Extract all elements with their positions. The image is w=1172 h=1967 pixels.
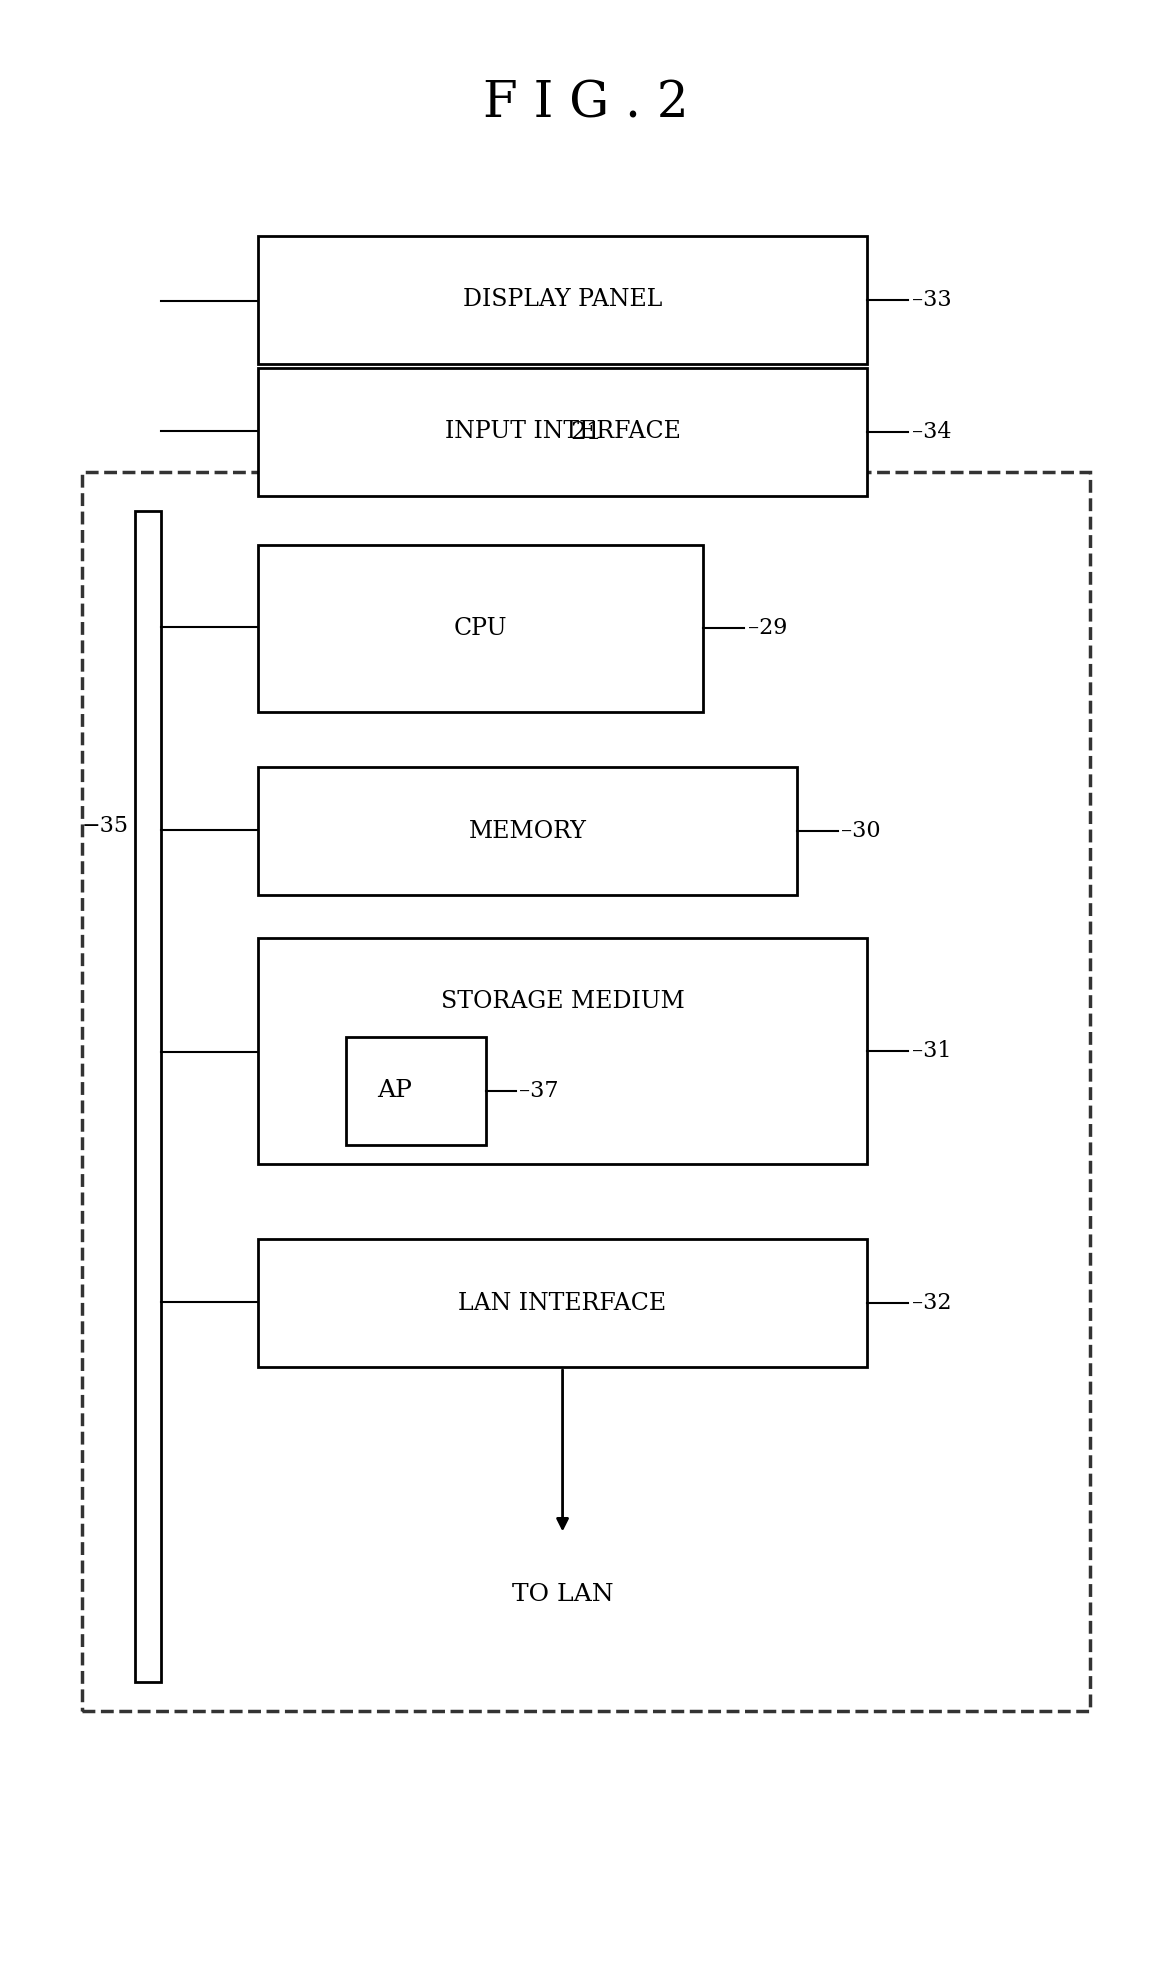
Text: STORAGE MEDIUM: STORAGE MEDIUM xyxy=(441,989,684,1013)
Text: AP: AP xyxy=(377,1080,413,1102)
FancyBboxPatch shape xyxy=(258,1239,867,1367)
Text: –34: –34 xyxy=(912,421,952,443)
Text: –32: –32 xyxy=(912,1292,952,1314)
Text: LAN INTERFACE: LAN INTERFACE xyxy=(458,1292,667,1314)
FancyBboxPatch shape xyxy=(135,511,161,1682)
FancyBboxPatch shape xyxy=(258,368,867,496)
Text: CPU: CPU xyxy=(454,618,507,639)
Text: –33: –33 xyxy=(912,289,952,311)
Text: INPUT INTERFACE: INPUT INTERFACE xyxy=(444,421,681,443)
Text: –31: –31 xyxy=(912,1041,952,1062)
Text: MEMORY: MEMORY xyxy=(469,820,586,842)
Text: −35: −35 xyxy=(82,814,129,838)
FancyBboxPatch shape xyxy=(258,545,703,712)
Text: F I G . 2: F I G . 2 xyxy=(483,79,689,128)
FancyBboxPatch shape xyxy=(258,767,797,895)
FancyBboxPatch shape xyxy=(258,938,867,1164)
Text: TO LAN: TO LAN xyxy=(512,1583,613,1607)
Text: 21: 21 xyxy=(571,421,601,445)
Text: –37: –37 xyxy=(519,1080,559,1102)
Text: DISPLAY PANEL: DISPLAY PANEL xyxy=(463,289,662,311)
Text: –30: –30 xyxy=(841,820,881,842)
FancyBboxPatch shape xyxy=(346,1037,486,1145)
Text: –29: –29 xyxy=(748,618,788,639)
FancyBboxPatch shape xyxy=(258,236,867,364)
